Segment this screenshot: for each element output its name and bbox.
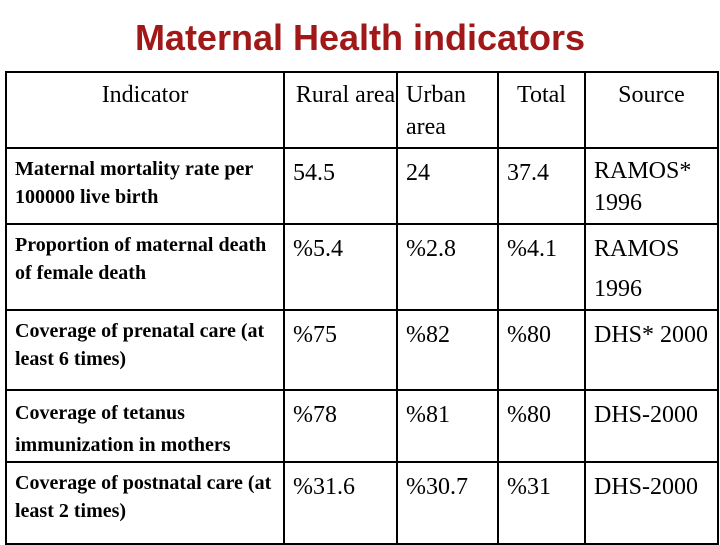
header-indicator: Indicator: [5, 71, 285, 149]
header-source: Source: [584, 71, 719, 149]
page-title: Maternal Health indicators: [134, 17, 586, 58]
source-value: DHS* 2000: [584, 309, 719, 391]
urban-value: %81: [396, 389, 499, 463]
total-value: %4.1: [497, 223, 586, 311]
indicator-cell: Coverage of tetanus immunization in moth…: [5, 389, 285, 463]
rural-value: 54.5: [283, 147, 398, 225]
urban-value: %30.7: [396, 461, 499, 545]
source-value: DHS-2000: [584, 461, 719, 545]
table-row: Coverage of tetanus immunization in moth…: [5, 389, 719, 463]
table-row: Coverage of postnatal care (at least 2 t…: [5, 461, 719, 545]
source-value: DHS-2000: [584, 389, 719, 463]
total-value: %80: [497, 389, 586, 463]
source-value: RAMOS* 1996: [584, 147, 719, 225]
header-total: Total: [497, 71, 586, 149]
header-urban-area: Urban area: [396, 71, 499, 149]
urban-value: %2.8: [396, 223, 499, 311]
indicator-cell: Maternal mortality rate per 100000 live …: [5, 147, 285, 225]
source-value: RAMOS 1996: [584, 223, 719, 311]
rural-value: %75: [283, 309, 398, 391]
maternal-health-table: Indicator Rural area Urban area Total So…: [5, 71, 719, 545]
header-row: Indicator Rural area Urban area Total So…: [5, 71, 719, 149]
indicator-cell: Coverage of postnatal care (at least 2 t…: [5, 461, 285, 545]
header-rural-area: Rural area: [283, 71, 398, 149]
total-value: 37.4: [497, 147, 586, 225]
table-row: Coverage of prenatal care (at least 6 ti…: [5, 309, 719, 391]
rural-value: %5.4: [283, 223, 398, 311]
rural-value: %78: [283, 389, 398, 463]
urban-value: 24: [396, 147, 499, 225]
indicator-cell: Proportion of maternal death of female d…: [5, 223, 285, 311]
total-value: %31: [497, 461, 586, 545]
urban-value: %82: [396, 309, 499, 391]
rural-value: %31.6: [283, 461, 398, 545]
indicator-cell: Coverage of prenatal care (at least 6 ti…: [5, 309, 285, 391]
table-row: Proportion of maternal death of female d…: [5, 223, 719, 311]
total-value: %80: [497, 309, 586, 391]
table-row: Maternal mortality rate per 100000 live …: [5, 147, 719, 225]
